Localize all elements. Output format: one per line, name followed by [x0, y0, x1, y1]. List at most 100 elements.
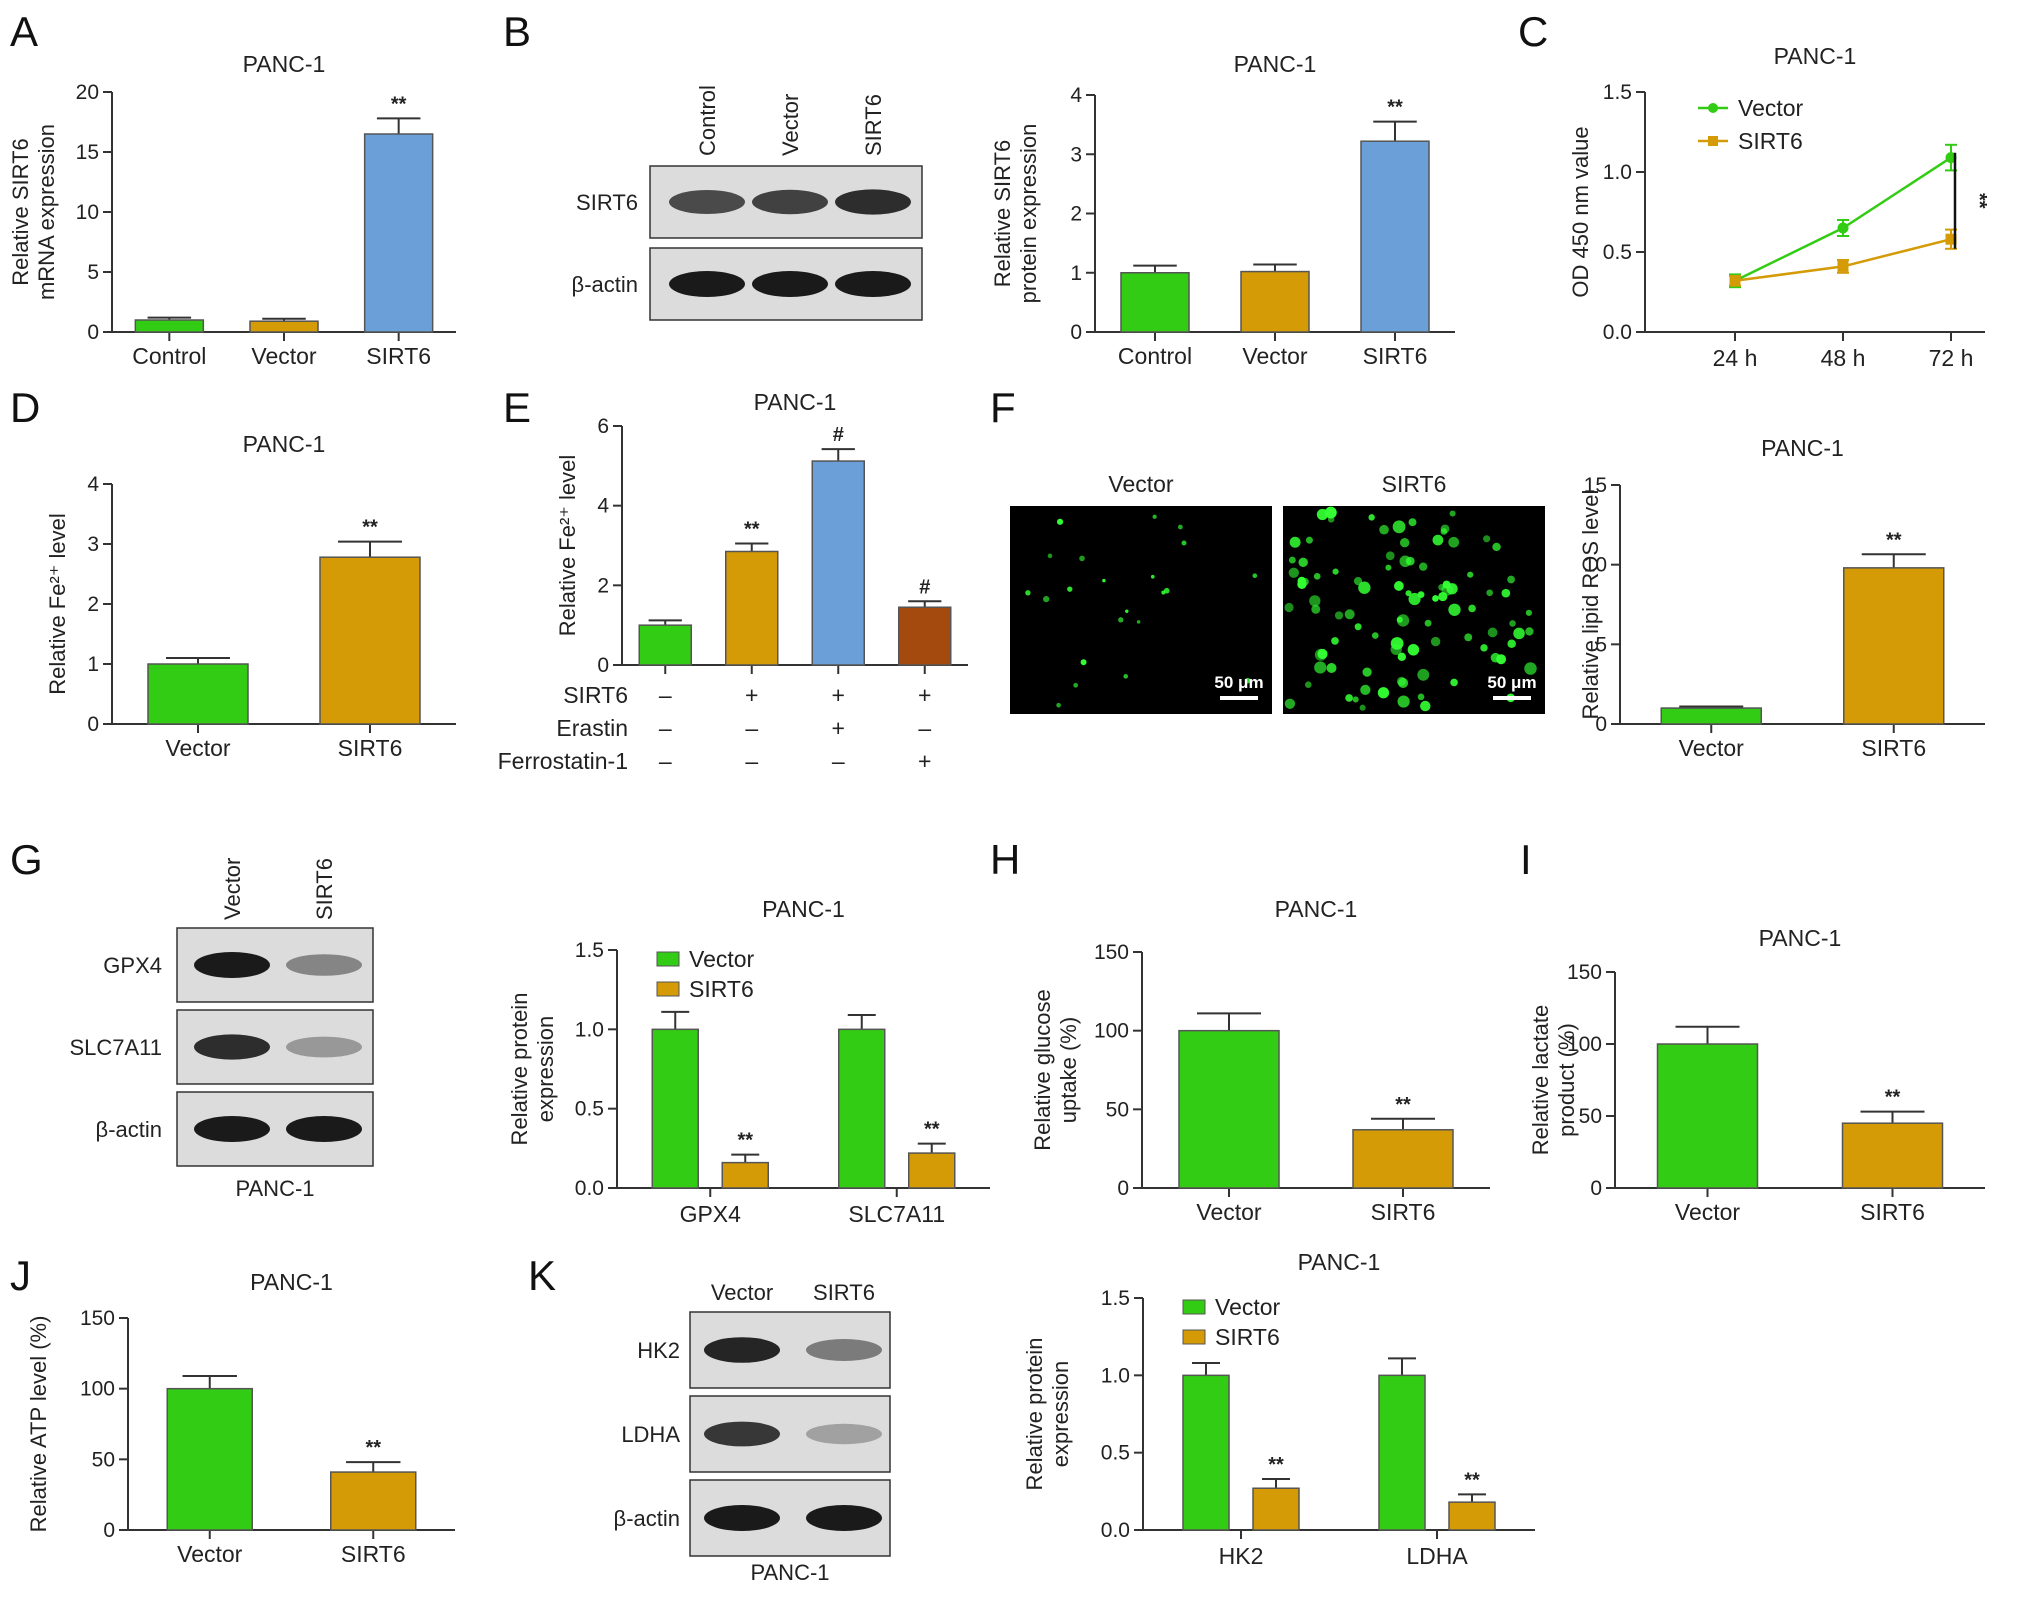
legend-label: SIRT6	[1738, 128, 1803, 154]
fluorescent-cell	[1284, 698, 1296, 709]
blot-row-label: SIRT6	[576, 190, 638, 215]
chart-title: PANC-1	[243, 431, 326, 457]
fluorescent-cell	[1025, 590, 1031, 596]
panel-letter-g: G	[10, 836, 43, 883]
fluorescent-cell	[1399, 537, 1410, 548]
y-tick-label: 3	[87, 533, 99, 556]
y-tick-label: 1	[87, 653, 99, 676]
fluorescent-cell	[1152, 514, 1157, 519]
fluorescent-cell	[1314, 661, 1327, 674]
y-axis-label: Relative glucoseuptake (%)	[1030, 989, 1081, 1150]
blot-g: Vector SIRT6 GPX4 SLC7A11 β-actin PANC-1	[69, 858, 374, 1201]
y-axis-label-line1: Relative protein	[507, 993, 532, 1146]
y-tick-label: 1.0	[1101, 1364, 1130, 1387]
bar-sirt6	[1360, 140, 1430, 333]
fluorescent-cell	[1358, 581, 1371, 594]
blot-band	[704, 1505, 780, 1531]
fluorescent-cell	[1408, 592, 1421, 606]
treatment-mark: +	[918, 748, 931, 774]
y-tick-label: 2	[597, 574, 609, 597]
y-tick-label: 1	[1070, 262, 1082, 285]
fluorescent-cell	[1047, 553, 1053, 559]
significance-mark: **	[1268, 1454, 1284, 1476]
panel-letter-j: J	[10, 1252, 31, 1299]
legend-label: Vector	[1215, 1294, 1281, 1320]
blot-lane-label: SIRT6	[312, 858, 337, 920]
x-tick-label: Vector	[1679, 735, 1745, 761]
y-tick-label: 2	[87, 593, 99, 616]
y-axis-label: Relative lipid ROS level	[1578, 490, 1603, 720]
y-tick-label: 4	[87, 473, 99, 496]
fluorescent-cell	[1396, 616, 1403, 623]
x-tick-label: SIRT6	[1363, 343, 1428, 369]
y-tick-label: 10	[76, 201, 99, 224]
legend-label: SIRT6	[1215, 1324, 1280, 1350]
fluorescent-cell	[1448, 536, 1460, 548]
micrograph-background	[1010, 506, 1272, 714]
chart-k: PANC-1 Relative proteinexpression 0.0 0.5 1.…	[1022, 1249, 1535, 1569]
y-tick-label: 0	[87, 713, 99, 736]
y-axis-label-line1: Relative lactate	[1528, 1005, 1553, 1155]
significance-mark: **	[744, 519, 760, 541]
y-tick-label: 0.0	[575, 1177, 604, 1200]
fluorescent-cell	[1501, 588, 1511, 598]
chart-title: PANC-1	[1774, 43, 1857, 69]
y-axis-label-line1: Relative glucose	[1030, 989, 1055, 1150]
bar-sirt6	[1843, 567, 1945, 725]
x-tick-label: GPX4	[680, 1201, 742, 1227]
fluorescent-cell	[1305, 681, 1312, 688]
fluorescent-cell	[1440, 528, 1448, 535]
blot-band	[286, 1116, 362, 1142]
panel-letter-d: D	[10, 384, 40, 431]
chart-title: PANC-1	[1759, 925, 1842, 951]
treatment-label: Ferrostatin-1	[498, 748, 628, 774]
x-tick-label: Control	[132, 343, 206, 369]
fluorescent-cell	[1450, 678, 1458, 687]
bar-sirt6	[319, 556, 421, 725]
x-tick-label: SIRT6	[1860, 1199, 1925, 1225]
y-tick-label: 15	[1584, 474, 1607, 497]
bar-vector	[1240, 270, 1310, 333]
y-tick-label: 3	[1070, 143, 1082, 166]
fluorescent-cell	[1397, 652, 1407, 661]
y-tick-label: 150	[80, 1307, 115, 1330]
fluorescent-cell	[1150, 574, 1155, 579]
fluorescent-cell	[1385, 564, 1392, 571]
fluorescent-cell	[1163, 587, 1170, 594]
blot-row-label: HK2	[637, 1338, 680, 1363]
fluorescent-cell	[1118, 617, 1124, 623]
y-tick-label: 1.5	[575, 939, 604, 962]
legend-swatch	[656, 981, 680, 997]
fluorescent-cell	[1102, 578, 1106, 583]
fluorescent-cell	[1432, 534, 1444, 546]
blot-band	[286, 954, 362, 976]
panel-letter-h: H	[990, 836, 1020, 883]
blot-b: Control Vector SIRT6 SIRT6 β-actin	[572, 85, 923, 321]
micrograph-label: Vector	[1108, 471, 1174, 497]
fluorescent-cell	[1397, 695, 1410, 708]
chart-e: PANC-1 Relative Fe²⁺ level 0 2 4 6 ** # # SIRT6 – +…	[498, 389, 968, 774]
fluorescent-cell	[1480, 644, 1488, 652]
x-tick-label: SIRT6	[366, 343, 431, 369]
y-tick-label: 1.0	[575, 1018, 604, 1041]
treatment-label: Erastin	[556, 715, 628, 741]
microscopy-images: Vector 50 μm SIRT6 50 μm	[1010, 471, 1545, 714]
blot-row-label: GPX4	[103, 953, 162, 978]
x-tick-label: SLC7A11	[848, 1201, 945, 1227]
significance-mark: **	[1464, 1469, 1480, 1491]
bar-vector	[1660, 707, 1762, 725]
fluorescent-cell	[1288, 556, 1296, 564]
fluorescent-cell	[1417, 693, 1425, 701]
x-tick-label: Vector	[1196, 1199, 1262, 1225]
fluorescent-cell	[1483, 535, 1491, 543]
legend-label: Vector	[689, 946, 755, 972]
y-tick-label: 0.5	[1101, 1442, 1130, 1465]
bar-vector	[249, 320, 319, 333]
fluorescent-cell	[1424, 619, 1432, 627]
fluorescent-cell	[1492, 542, 1501, 552]
fluorescent-cell	[1297, 576, 1306, 586]
fluorescent-cell	[1316, 508, 1329, 521]
fluorescent-cell	[1073, 682, 1079, 688]
blot-caption: PANC-1	[235, 1176, 314, 1201]
